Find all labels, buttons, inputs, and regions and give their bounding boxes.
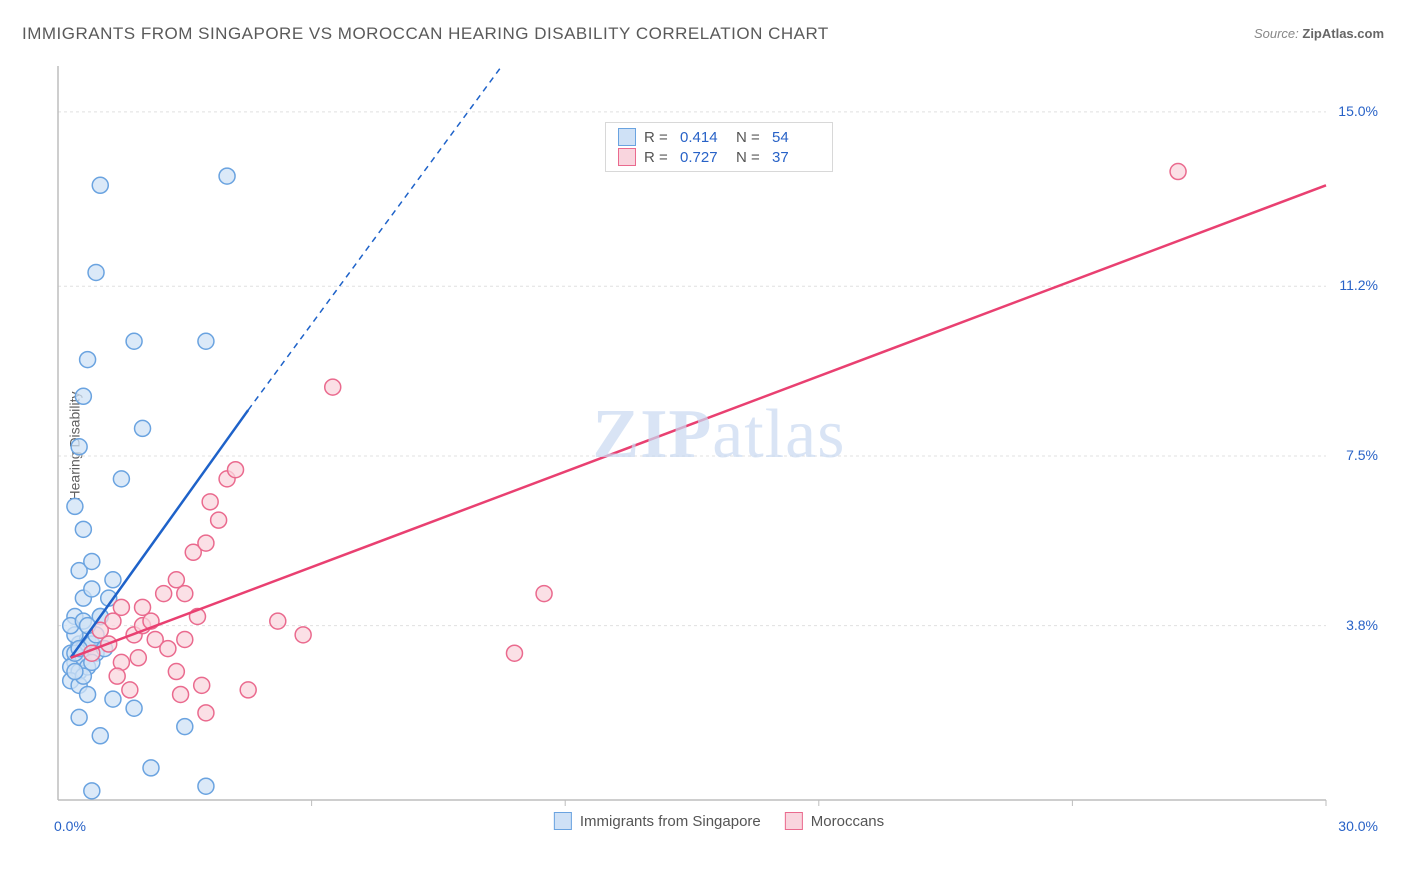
legend-item-2: Moroccans [785,812,884,830]
legend-swatch-b2 [785,812,803,830]
legend-name-1: Immigrants from Singapore [580,813,761,830]
legend-swatch-2 [618,148,636,166]
chart-title: IMMIGRANTS FROM SINGAPORE VS MOROCCAN HE… [22,24,829,44]
source-name: ZipAtlas.com [1302,26,1384,41]
legend-swatch-b1 [554,812,572,830]
legend-n-value-1: 54 [772,129,820,146]
x-max-label: 30.0% [1338,818,1378,834]
legend-series-names: Immigrants from Singapore Moroccans [554,812,884,830]
source-attribution: Source: ZipAtlas.com [1254,26,1384,41]
y-tick-label: 11.2% [1339,277,1378,293]
legend-stats: R = 0.414 N = 54 R = 0.727 N = 37 [605,122,833,172]
source-prefix: Source: [1254,26,1302,41]
legend-swatch-1 [618,128,636,146]
legend-n-label-2: N = [736,149,764,166]
legend-name-2: Moroccans [811,813,884,830]
scatter-plot-svg [52,60,1386,842]
legend-n-label-1: N = [736,129,764,146]
legend-row-series-2: R = 0.727 N = 37 [618,147,820,167]
legend-row-series-1: R = 0.414 N = 54 [618,127,820,147]
legend-r-value-2: 0.727 [680,149,728,166]
legend-r-label-2: R = [644,149,672,166]
y-tick-label: 7.5% [1346,447,1378,463]
legend-r-value-1: 0.414 [680,129,728,146]
x-min-label: 0.0% [54,818,86,834]
y-tick-label: 15.0% [1338,103,1378,119]
legend-item-1: Immigrants from Singapore [554,812,761,830]
chart-area: ZIPatlas R = 0.414 N = 54 R = 0.727 N = … [52,60,1386,842]
legend-r-label-1: R = [644,129,672,146]
y-tick-label: 3.8% [1346,617,1378,633]
legend-n-value-2: 37 [772,149,820,166]
